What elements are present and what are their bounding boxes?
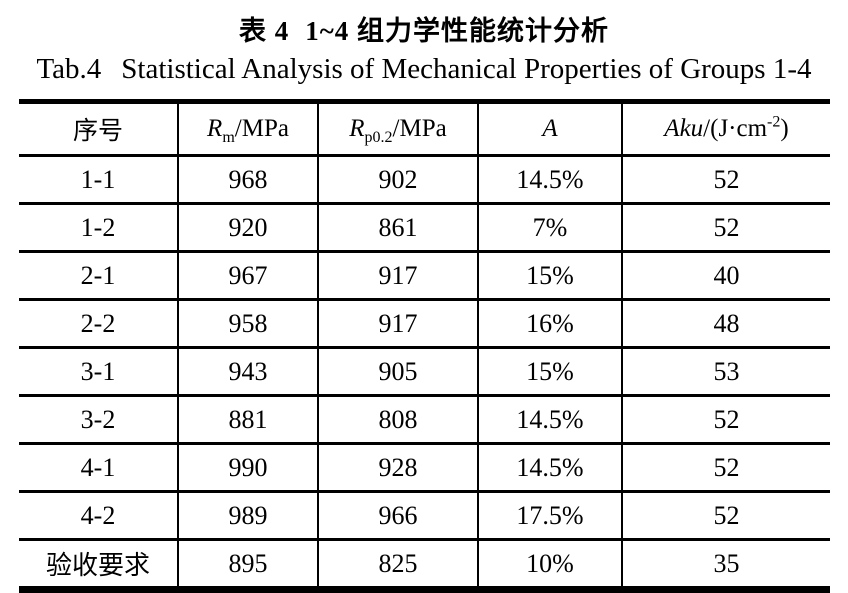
table-cell: 15% bbox=[477, 347, 622, 397]
table-row: 2-1 967 917 15% 40 bbox=[19, 251, 830, 301]
table-cell: 52 bbox=[621, 155, 830, 205]
column-header-rm: Rm/MPa bbox=[177, 101, 318, 157]
row-label-cell: 3-2 bbox=[19, 395, 178, 445]
table-row: 1-2 920 861 7% 52 bbox=[19, 203, 830, 253]
aku-symbol: Aku bbox=[664, 115, 704, 142]
row-label-cell: 1-1 bbox=[19, 155, 178, 205]
table-cell: 40 bbox=[621, 251, 830, 301]
rp02-symbol: R bbox=[349, 115, 365, 142]
rp02-subscript: p0.2 bbox=[364, 129, 393, 146]
row-label-cell: 2-1 bbox=[19, 251, 178, 301]
table-cell: 52 bbox=[621, 443, 830, 493]
aku-unit-post: ) bbox=[780, 115, 789, 142]
table-cell: 968 bbox=[177, 155, 318, 205]
table-cell: 928 bbox=[317, 443, 478, 493]
row-label-cell: 2-2 bbox=[19, 299, 178, 349]
table-row: 4-1 990 928 14.5% 52 bbox=[19, 443, 830, 493]
table-row: 3-2 881 808 14.5% 52 bbox=[19, 395, 830, 445]
table-cell: 52 bbox=[621, 491, 830, 541]
table-cell: 52 bbox=[621, 395, 830, 445]
caption-chinese: 表 4 1~4 组力学性能统计分析 bbox=[0, 9, 848, 48]
table-cell: 943 bbox=[177, 347, 318, 397]
aku-unit-pre: /(J·cm bbox=[703, 115, 768, 142]
column-header-serial: 序号 bbox=[19, 101, 178, 157]
elongation-symbol: A bbox=[542, 115, 558, 142]
table-cell: 10% bbox=[477, 539, 622, 590]
mechanical-properties-table: 序号 Rm/MPa Rp0.2/MPa A Aku/(J·cm-2) 1-1 96… bbox=[19, 99, 830, 593]
caption-english: Tab.4 Statistical Analysis of Mechanical … bbox=[0, 53, 848, 86]
rm-unit: /MPa bbox=[234, 115, 289, 142]
row-label-cell: 4-1 bbox=[19, 443, 178, 493]
table-row: 2-2 958 917 16% 48 bbox=[19, 299, 830, 349]
table-header-row: 序号 Rm/MPa Rp0.2/MPa A Aku/(J·cm-2) bbox=[19, 101, 830, 157]
column-header-rp02: Rp0.2/MPa bbox=[317, 101, 478, 157]
table-cell: 902 bbox=[317, 155, 478, 205]
rp02-unit: /MPa bbox=[392, 115, 447, 142]
table-cell: 989 bbox=[177, 491, 318, 541]
table-cell: 861 bbox=[317, 203, 478, 253]
table-cell: 53 bbox=[621, 347, 830, 397]
table-cell: 52 bbox=[621, 203, 830, 253]
table-body: 1-1 968 902 14.5% 52 1-2 920 861 7% 52 2-1 967 917 15… bbox=[19, 155, 830, 590]
table-cell: 17.5% bbox=[477, 491, 622, 541]
table-cell: 14.5% bbox=[477, 443, 622, 493]
table-cell: 958 bbox=[177, 299, 318, 349]
table-cell: 966 bbox=[317, 491, 478, 541]
table-cell: 917 bbox=[317, 251, 478, 301]
rm-symbol: R bbox=[207, 115, 223, 142]
table-cell: 7% bbox=[477, 203, 622, 253]
table-cell: 14.5% bbox=[477, 155, 622, 205]
column-header-serial-label: 序号 bbox=[72, 118, 123, 145]
table-cell: 917 bbox=[317, 299, 478, 349]
row-label-cell: 1-2 bbox=[19, 203, 178, 253]
table-cell: 48 bbox=[621, 299, 830, 349]
table-cell: 881 bbox=[177, 395, 318, 445]
table-cell: 16% bbox=[477, 299, 622, 349]
table-cell: 990 bbox=[177, 443, 318, 493]
row-label-cell: 4-2 bbox=[19, 491, 178, 541]
table-cell: 825 bbox=[317, 539, 478, 590]
table-cell: 14.5% bbox=[477, 395, 622, 445]
table-row: 1-1 968 902 14.5% 52 bbox=[19, 155, 830, 205]
table-cell: 35 bbox=[621, 539, 830, 590]
table-cell: 15% bbox=[477, 251, 622, 301]
table-header: 序号 Rm/MPa Rp0.2/MPa A Aku/(J·cm-2) bbox=[19, 101, 830, 157]
table-cell: 808 bbox=[317, 395, 478, 445]
caption-chinese-title: 1~4 组力学性能统计分析 bbox=[305, 16, 610, 46]
table-cell: 895 bbox=[177, 539, 318, 590]
table-row: 验收要求 895 825 10% 35 bbox=[19, 539, 830, 590]
column-header-aku: Aku/(J·cm-2) bbox=[621, 101, 830, 157]
column-header-elongation: A bbox=[477, 101, 622, 157]
rm-subscript: m bbox=[222, 129, 235, 146]
caption-english-title: Statistical Analysis of Mechanical Prope… bbox=[121, 53, 812, 85]
aku-superscript: -2 bbox=[767, 113, 781, 131]
table-row: 4-2 989 966 17.5% 52 bbox=[19, 491, 830, 541]
table-row: 3-1 943 905 15% 53 bbox=[19, 347, 830, 397]
table-cell: 905 bbox=[317, 347, 478, 397]
caption-chinese-number: 表 4 bbox=[238, 16, 290, 46]
table-cell: 920 bbox=[177, 203, 318, 253]
table-cell: 967 bbox=[177, 251, 318, 301]
page: { "caption_zh": { "label": "表 4", "text"… bbox=[0, 9, 848, 593]
caption-english-number: Tab.4 bbox=[36, 53, 102, 85]
row-label-cell: 3-1 bbox=[19, 347, 178, 397]
row-label-cell: 验收要求 bbox=[45, 551, 150, 580]
